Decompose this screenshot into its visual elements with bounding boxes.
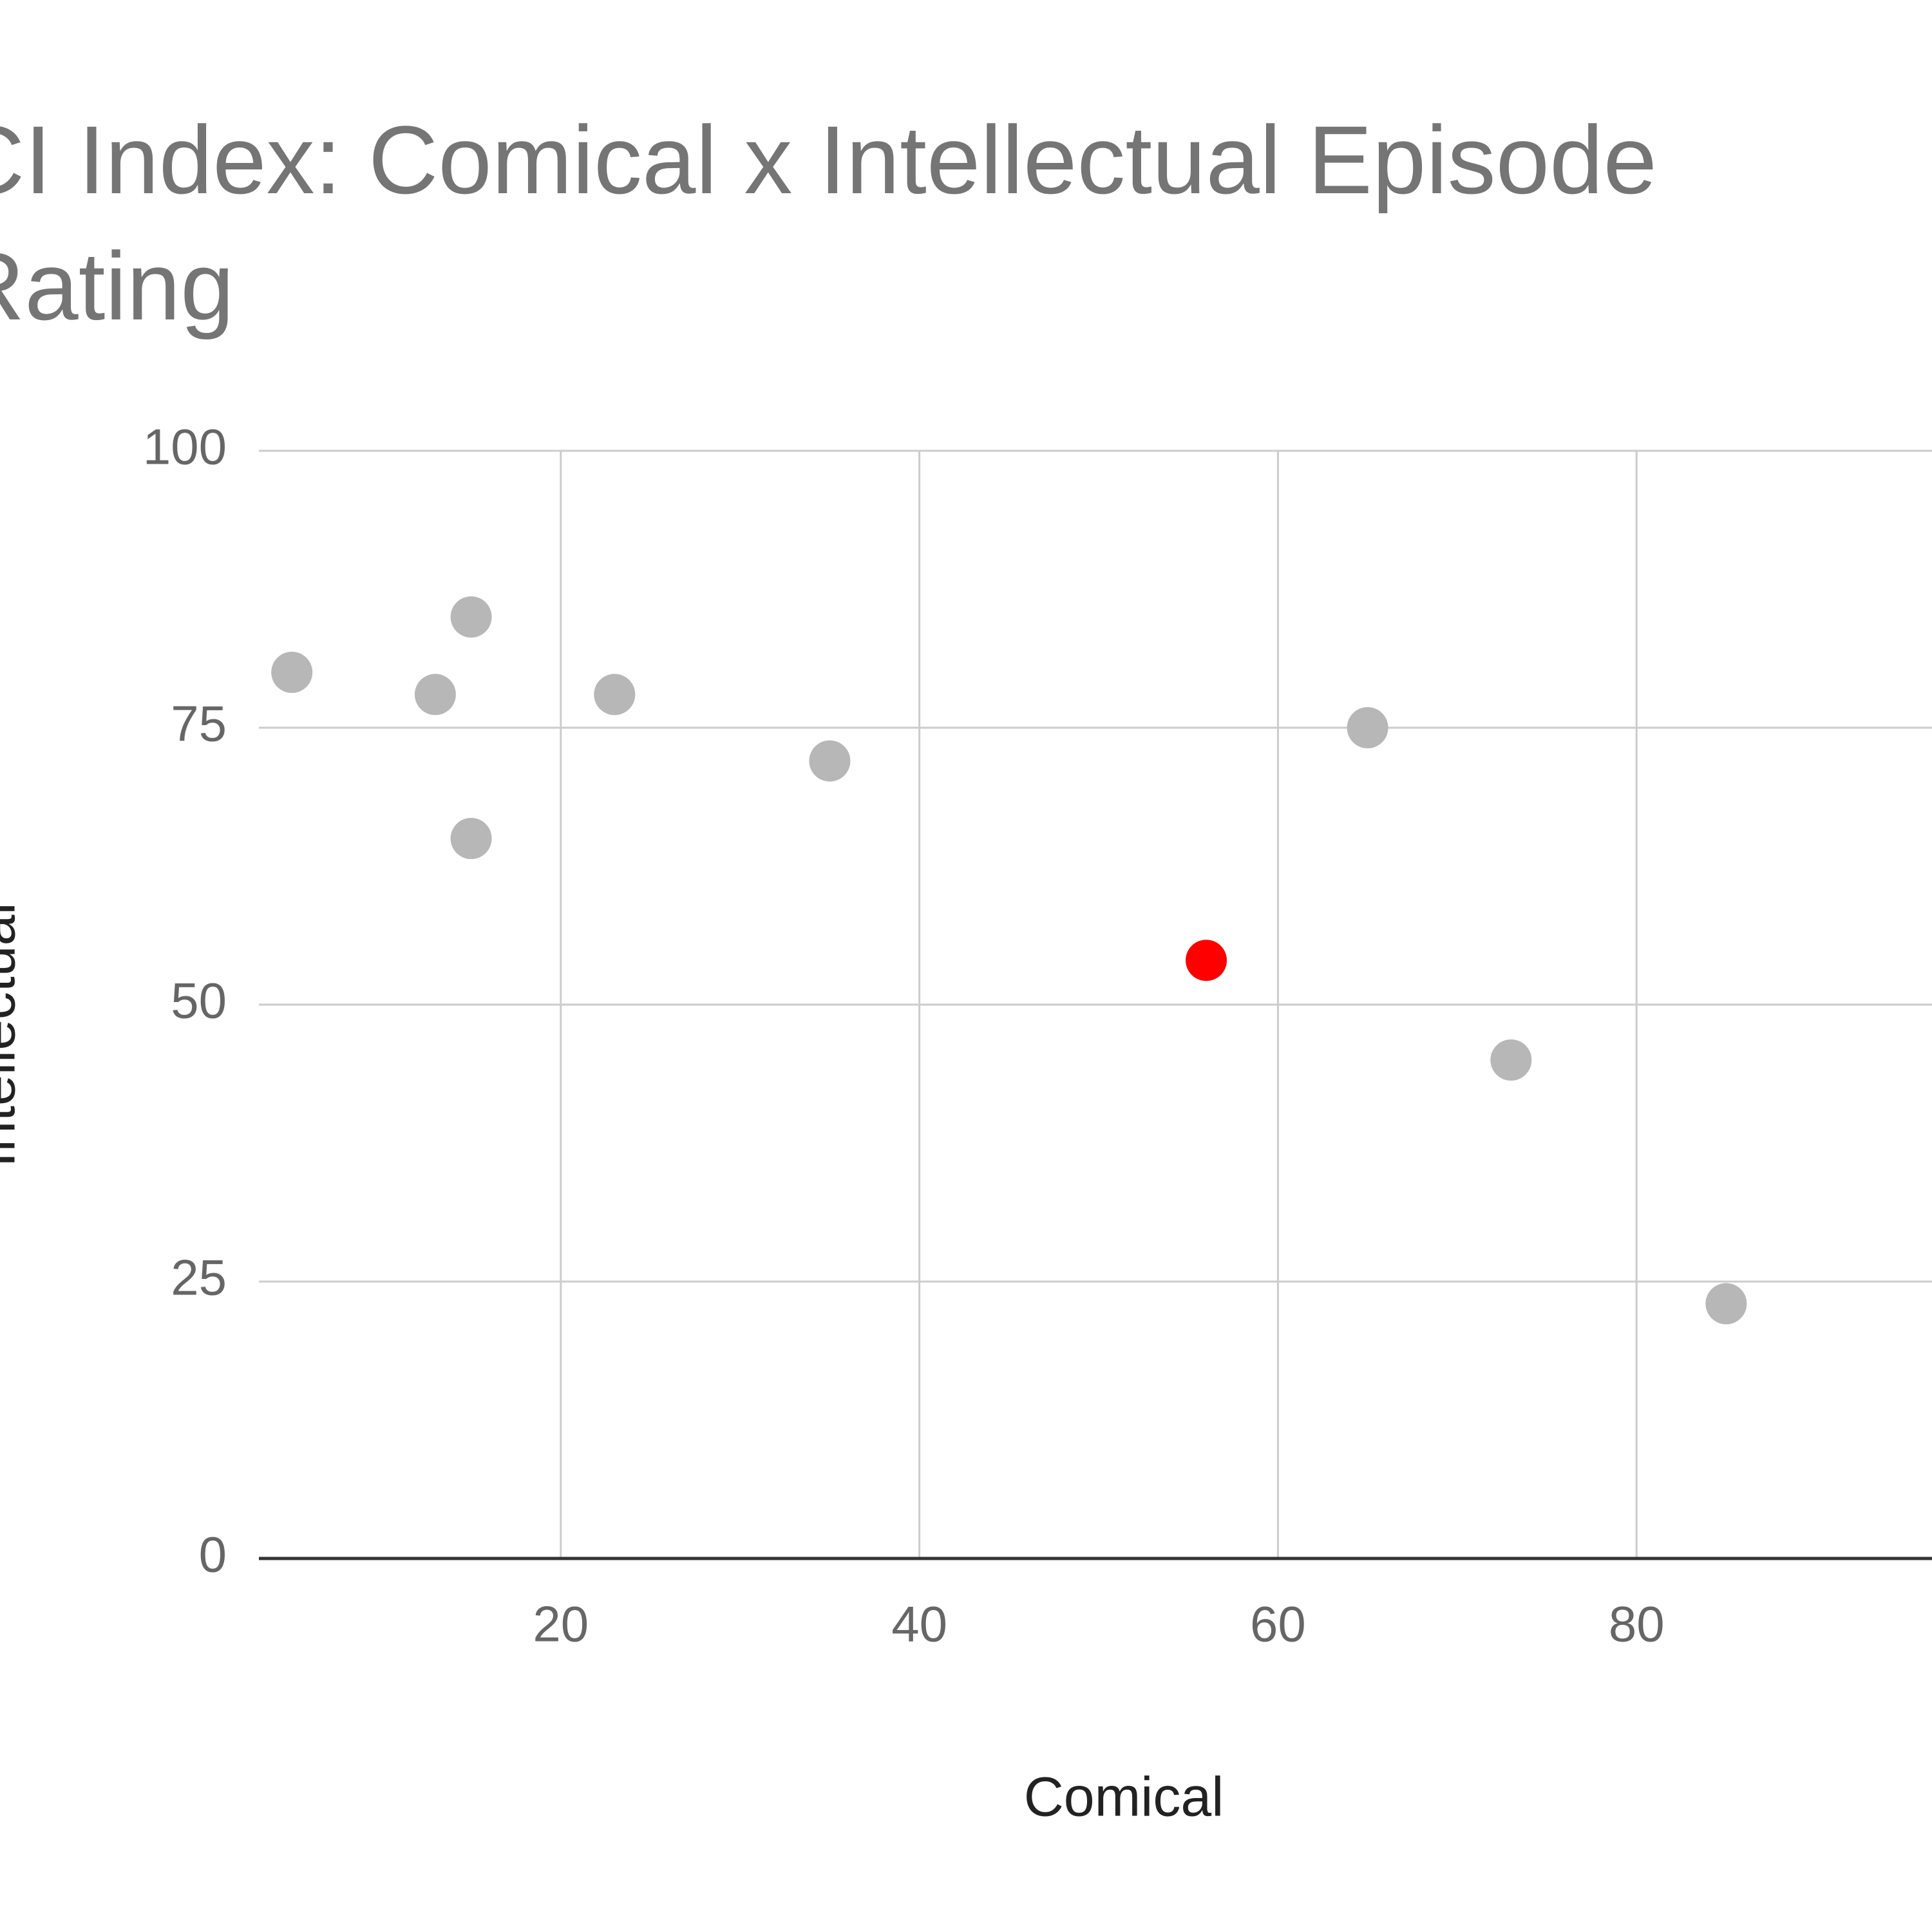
point <box>271 652 313 693</box>
point <box>1347 707 1388 748</box>
y-tick-label: 50 <box>171 972 227 1029</box>
point <box>1186 940 1227 981</box>
point <box>594 674 636 715</box>
point <box>1705 1283 1747 1325</box>
y-tick-label: 25 <box>171 1249 227 1306</box>
x-tick-label: 60 <box>1250 1596 1306 1653</box>
x-axis-label: Comical <box>1024 1766 1224 1828</box>
y-tick-label: 0 <box>199 1526 227 1583</box>
point <box>414 674 456 715</box>
y-tick-label: 100 <box>143 419 227 475</box>
y-axis-label: Intellectual <box>0 902 27 1167</box>
x-tick-label: 80 <box>1609 1596 1665 1653</box>
x-tick-label: 20 <box>533 1596 589 1653</box>
title-box: CI Index: Comical x Intellectual Episode… <box>0 106 1657 340</box>
point <box>809 740 851 782</box>
point <box>450 596 492 638</box>
x-tick-label: 40 <box>891 1596 947 1653</box>
point <box>1490 1039 1532 1081</box>
point <box>450 818 492 859</box>
y-tick-label: 75 <box>171 696 227 752</box>
chart-title: CI Index: Comical x Intellectual Episode… <box>0 106 1657 340</box>
